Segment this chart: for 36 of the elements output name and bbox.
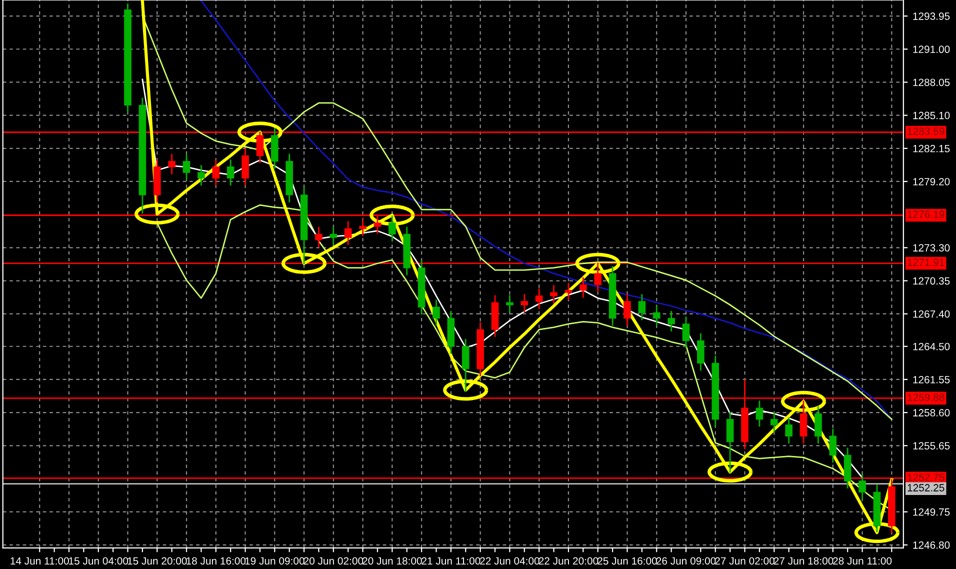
x-tick-label: 22 Jun 04:00 bbox=[480, 557, 540, 565]
x-tick-label: 19 Jun 09:00 bbox=[245, 557, 304, 565]
y-tick-label: 1261.55 bbox=[913, 376, 950, 384]
x-tick-label: 25 Jun 16:00 bbox=[598, 557, 657, 565]
y-tick-label: 1255.65 bbox=[913, 442, 950, 450]
y-tick-label: 1270.35 bbox=[913, 277, 950, 285]
x-tick-label: 28 Jun 11:00 bbox=[833, 557, 892, 565]
ref-line-label: 1283.59 bbox=[908, 128, 944, 136]
y-tick-label: 1288.05 bbox=[913, 78, 950, 86]
y-tick-label: 1293.95 bbox=[913, 12, 950, 20]
y-tick-label: 1264.50 bbox=[913, 342, 950, 350]
x-tick-label: 21 Jun 11:00 bbox=[422, 557, 480, 565]
x-tick-label: 27 Jun 18:00 bbox=[774, 557, 834, 565]
x-tick-label: 20 Jun 02:00 bbox=[304, 557, 364, 565]
y-tick-label: 1273.30 bbox=[913, 244, 950, 252]
x-tick-label: 20 Jun 18:00 bbox=[362, 557, 422, 565]
y-tick-label: 1246.80 bbox=[913, 541, 950, 549]
y-tick-label: 1285.10 bbox=[913, 112, 950, 120]
ref-line-label: 1271.91 bbox=[908, 258, 944, 266]
y-tick-label: 1282.15 bbox=[913, 144, 950, 152]
x-tick-label: 18 Jun 16:00 bbox=[186, 557, 246, 565]
ref-line-label: 1252.25 bbox=[908, 484, 944, 492]
y-tick-label: 1267.40 bbox=[913, 310, 950, 318]
x-tick-label: 26 Jun 09:00 bbox=[656, 557, 716, 565]
x-tick-label: 15 Jun 04:00 bbox=[69, 557, 128, 565]
y-tick-label: 1249.75 bbox=[913, 508, 950, 516]
ref-line-label: 1259.88 bbox=[908, 394, 944, 401]
y-tick-label: 1291.00 bbox=[913, 46, 950, 54]
x-tick-label: 15 Jun 20:00 bbox=[128, 557, 187, 565]
x-tick-label: 27 Jun 02:00 bbox=[715, 557, 774, 565]
y-tick-label: 1279.20 bbox=[913, 178, 950, 186]
x-tick-label: 14 Jun 11:00 bbox=[10, 557, 69, 565]
y-tick-label: 1258.60 bbox=[913, 409, 950, 416]
ref-line-label: 1252.75 bbox=[908, 474, 944, 481]
x-tick-label: 22 Jun 20:00 bbox=[538, 557, 598, 565]
ref-line-label: 1276.19 bbox=[908, 210, 944, 218]
